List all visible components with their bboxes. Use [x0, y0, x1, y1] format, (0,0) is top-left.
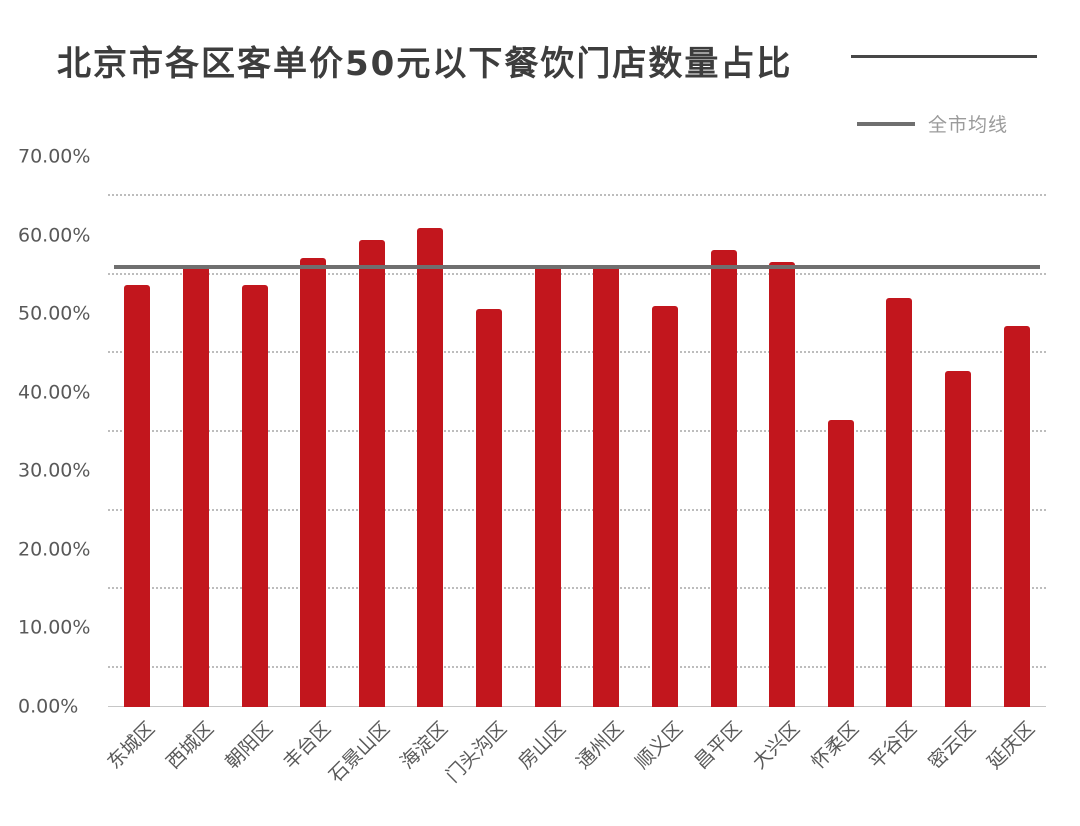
- bar: [241, 285, 268, 707]
- average-line: [114, 265, 1040, 269]
- bar: [1003, 325, 1030, 707]
- gridline: [108, 587, 1046, 590]
- x-axis-label: 平谷区: [865, 717, 922, 774]
- bar: [358, 239, 385, 707]
- average-line-legend-label: 全市均线: [927, 114, 1008, 136]
- x-axis-label: 丰台区: [279, 717, 336, 774]
- bar: [534, 265, 561, 707]
- y-axis-tick-label: 50.00%: [18, 302, 91, 325]
- y-axis-tick-label: 10.00%: [18, 616, 91, 639]
- y-axis-tick-label: 70.00%: [18, 145, 91, 168]
- chart-title: 北京市各区客单价50元以下餐饮门店数量占比: [57, 44, 793, 84]
- plot-area: [108, 157, 1046, 707]
- gridline: [108, 272, 1046, 275]
- gridline: [108, 194, 1046, 197]
- x-axis-label: 房山区: [513, 717, 570, 774]
- x-axis-label: 门头沟区: [441, 717, 512, 787]
- legend: 全市均线: [856, 110, 1008, 137]
- x-axis-label: 西城区: [162, 717, 219, 774]
- gridline: [108, 430, 1046, 432]
- gridline: [108, 665, 1046, 668]
- bar: [476, 309, 503, 707]
- title-decorative-line: [851, 55, 1037, 58]
- y-axis-tick-label: 40.00%: [18, 381, 91, 404]
- bar: [124, 285, 151, 707]
- bar: [182, 266, 209, 707]
- x-axis-label: 朝阳区: [220, 717, 277, 774]
- x-axis-label: 昌平区: [689, 717, 746, 774]
- bar: [769, 262, 796, 707]
- bar: [827, 420, 854, 707]
- average-line-legend-swatch: [856, 121, 915, 126]
- x-axis-baseline: [108, 706, 1046, 707]
- bar: [300, 257, 327, 707]
- x-axis-label: 石景山区: [324, 717, 394, 787]
- x-axis-label: 怀柔区: [807, 717, 863, 774]
- x-axis-label: 密云区: [924, 717, 981, 774]
- x-axis-label: 通州区: [572, 717, 629, 774]
- bar: [651, 306, 678, 707]
- x-axis-label: 顺义区: [631, 717, 688, 774]
- x-axis-label: 东城区: [103, 717, 160, 774]
- y-axis-tick-label: 0.00%: [18, 695, 79, 718]
- bar: [886, 298, 913, 707]
- bar: [593, 265, 620, 707]
- gridline: [108, 351, 1046, 354]
- y-axis: 0.00% 10.00% 20.00% 30.00% 40.00% 50.00% 60.00…: [18, 147, 100, 716]
- bar: [710, 249, 737, 707]
- y-axis-tick-label: 60.00%: [18, 224, 91, 247]
- y-axis-tick-label: 30.00%: [18, 459, 91, 482]
- x-axis-label: 海淀区: [396, 717, 453, 774]
- bar: [945, 370, 972, 707]
- y-axis-tick-label: 20.00%: [18, 538, 91, 561]
- x-axis: 东城区 西城区 朝阳区 丰台区 石景山区 海淀区 门头沟区 房山区 通州区 顺义区 昌平区 大兴区 怀柔…: [103, 717, 1046, 819]
- gridline: [108, 508, 1046, 511]
- x-axis-label: 延庆区: [982, 717, 1039, 774]
- x-axis-label: 大兴区: [748, 717, 805, 774]
- bar: [417, 227, 444, 707]
